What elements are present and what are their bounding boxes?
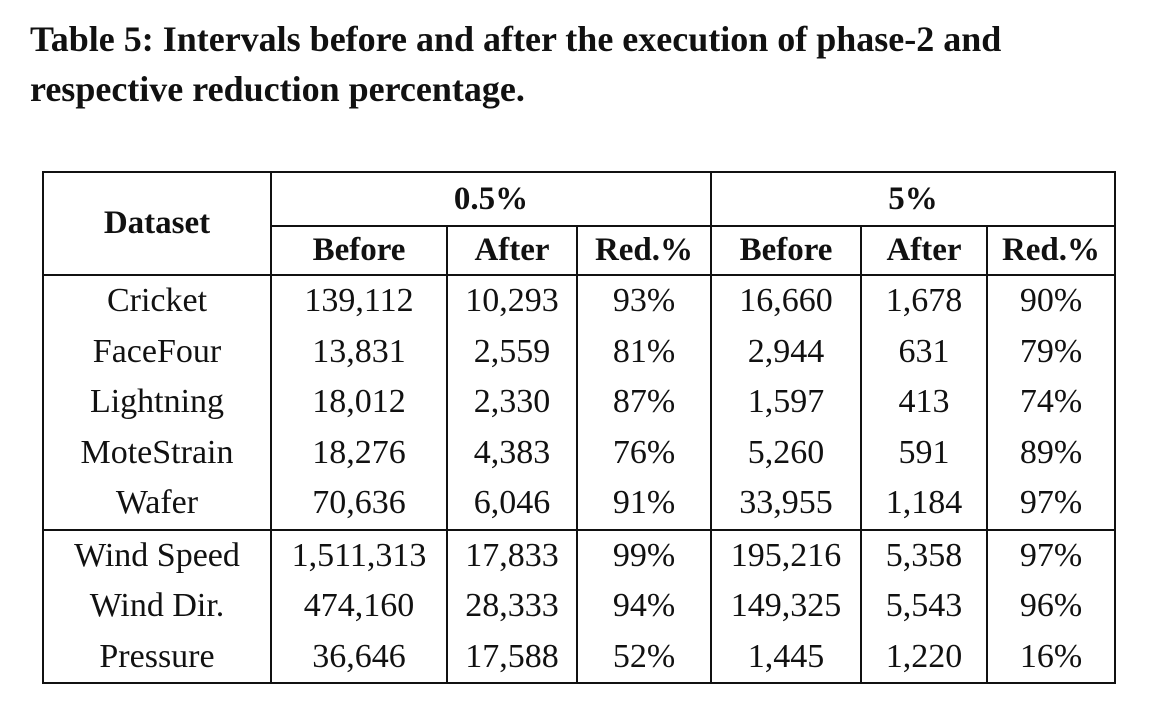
subheader-after: After xyxy=(446,226,577,276)
value-cell: 17,833 xyxy=(446,528,577,581)
table-caption: Table 5: Intervals before and after the … xyxy=(30,19,1002,109)
value-cell: 1,445 xyxy=(710,631,861,683)
value-cell: 97% xyxy=(986,478,1115,530)
dataset-cell: Wafer xyxy=(115,484,199,522)
value-cell: 97% xyxy=(986,528,1115,581)
value-cell: 5,260 xyxy=(710,427,861,478)
subheader-before: Before xyxy=(710,226,861,276)
dataset-cell: Wind Speed xyxy=(43,528,271,581)
table-row: Wind Speed 1,511,313 17,833 99% 195,216 … xyxy=(43,528,1115,581)
dataset-header: Dataset xyxy=(43,172,271,276)
dataset-cell: MoteStrain xyxy=(80,433,234,471)
value-cell: 413 xyxy=(860,377,987,428)
intervals-table: Dataset 0.5% 5% Before After Red.% Befor… xyxy=(42,171,1116,684)
value-cell: 94% xyxy=(576,581,711,632)
value-cell: 5,543 xyxy=(860,581,987,632)
value-cell: 17,588 xyxy=(446,631,577,683)
value-cell: 139,112 xyxy=(270,275,447,327)
subheader-before: Before xyxy=(270,226,447,276)
value-cell: 18,276 xyxy=(270,427,447,478)
value-cell: 2,559 xyxy=(446,326,577,377)
value-cell: 5,358 xyxy=(860,528,987,581)
value-cell: 10,293 xyxy=(446,275,577,327)
value-cell: 474,160 xyxy=(270,581,447,632)
dataset-cell: Wind Dir. xyxy=(89,587,225,625)
group-header-5-percent: 5% xyxy=(710,172,1115,227)
value-cell: 1,678 xyxy=(860,275,987,327)
table-body: Cricket 139,112 10,293 93% 16,660 1,678 … xyxy=(43,275,1115,683)
value-cell: 1,597 xyxy=(710,377,861,428)
value-cell: 90% xyxy=(986,275,1115,327)
value-cell: 81% xyxy=(576,326,711,377)
value-cell: 89% xyxy=(986,427,1115,478)
value-cell: 74% xyxy=(986,377,1115,428)
value-cell: 6,046 xyxy=(446,478,577,530)
value-cell: 631 xyxy=(860,326,987,377)
subheader-reduction: Red.% xyxy=(576,226,711,276)
value-cell: 93% xyxy=(576,275,711,327)
dataset-cell: FaceFour xyxy=(92,332,222,370)
subheader-reduction: Red.% xyxy=(986,226,1115,276)
value-cell: 28,333 xyxy=(446,581,577,632)
table-row: Wafer 70,636 6,046 91% 33,955 1,184 97% xyxy=(43,478,1115,530)
value-cell: 2,330 xyxy=(446,377,577,428)
value-cell: 591 xyxy=(860,427,987,478)
value-cell: 1,511,313 xyxy=(270,528,447,581)
value-cell: 99% xyxy=(576,528,711,581)
table-row: Wind Dir. 474,160 28,333 94% 149,325 5,5… xyxy=(43,581,1115,632)
value-cell: 2,944 xyxy=(710,326,861,377)
table-row: FaceFour 13,831 2,559 81% 2,944 631 79% xyxy=(43,326,1115,377)
table-row: MoteStrain 18,276 4,383 76% 5,260 591 89… xyxy=(43,427,1115,478)
table-row: Pressure 36,646 17,588 52% 1,445 1,220 1… xyxy=(43,631,1115,683)
value-cell: 13,831 xyxy=(270,326,447,377)
dataset-cell: Lightning xyxy=(89,383,225,421)
value-cell: 76% xyxy=(576,427,711,478)
value-cell: 79% xyxy=(986,326,1115,377)
value-cell: 36,646 xyxy=(270,631,447,683)
value-cell: 18,012 xyxy=(270,377,447,428)
value-cell: 33,955 xyxy=(710,478,861,530)
dataset-cell: Pressure xyxy=(99,637,215,675)
value-cell: 16% xyxy=(986,631,1115,683)
table-row: Lightning 18,012 2,330 87% 1,597 413 74% xyxy=(43,377,1115,428)
value-cell: 195,216 xyxy=(710,528,861,581)
table-row: Cricket 139,112 10,293 93% 16,660 1,678 … xyxy=(43,275,1115,327)
group-header-0-5-percent: 0.5% xyxy=(270,172,711,227)
value-cell: 1,220 xyxy=(860,631,987,683)
value-cell: 91% xyxy=(576,478,711,530)
value-cell: 96% xyxy=(986,581,1115,632)
value-cell: 70,636 xyxy=(270,478,447,530)
value-cell: 87% xyxy=(576,377,711,428)
value-cell: 16,660 xyxy=(710,275,861,327)
value-cell: 4,383 xyxy=(446,427,577,478)
value-cell: 52% xyxy=(576,631,711,683)
value-cell: 149,325 xyxy=(710,581,861,632)
dataset-cell: Cricket xyxy=(106,282,208,320)
subheader-after: After xyxy=(860,226,987,276)
value-cell: 1,184 xyxy=(860,478,987,530)
